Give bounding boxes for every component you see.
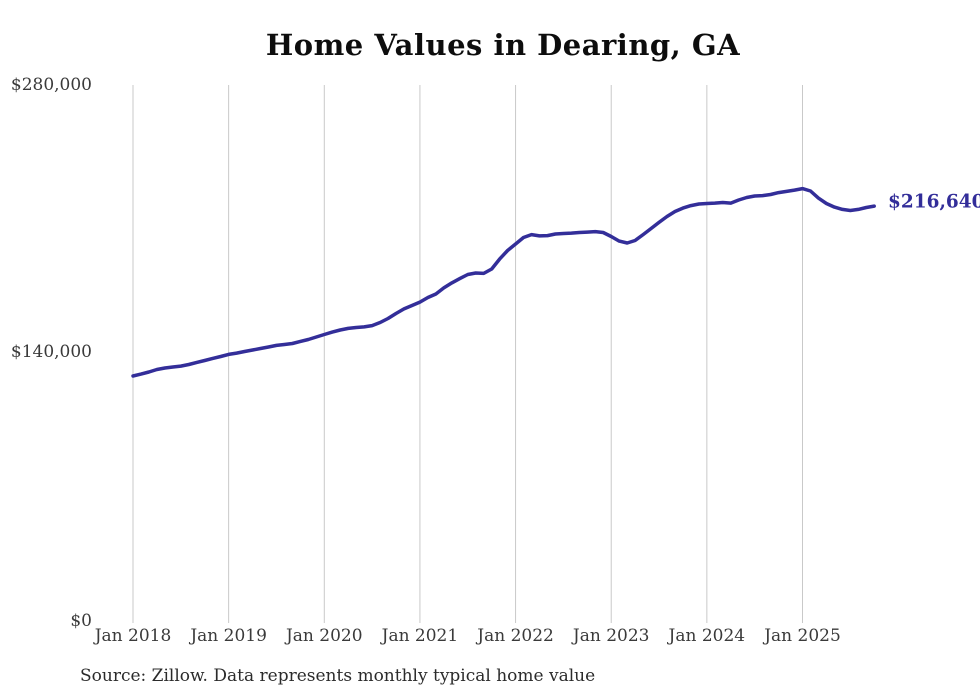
y-axis-label-280000: $280,000 bbox=[10, 75, 92, 95]
x-axis-label-jan-2025: Jan 2025 bbox=[764, 626, 841, 646]
x-axis-label-jan-2019: Jan 2019 bbox=[190, 626, 267, 646]
x-axis-label-jan-2023: Jan 2023 bbox=[572, 626, 650, 646]
x-axis-label-jan-2021: Jan 2021 bbox=[381, 626, 459, 646]
home-value-line-series bbox=[131, 186, 876, 378]
x-axis-label-jan-2018: Jan 2018 bbox=[94, 626, 172, 646]
chart-title: Home Values in Dearing, GA bbox=[265, 28, 741, 62]
x-axis-label-jan-2022: Jan 2022 bbox=[477, 626, 554, 646]
y-axis-label-140000: $140,000 bbox=[10, 342, 92, 362]
y-axis-label-0: $0 bbox=[70, 611, 92, 631]
latest-value-label: $216,640 bbox=[888, 191, 980, 213]
source-note: Source: Zillow. Data represents monthly … bbox=[80, 666, 596, 686]
x-axis-label-jan-2024: Jan 2024 bbox=[668, 626, 746, 646]
x-axis-label-jan-2020: Jan 2020 bbox=[285, 626, 363, 646]
